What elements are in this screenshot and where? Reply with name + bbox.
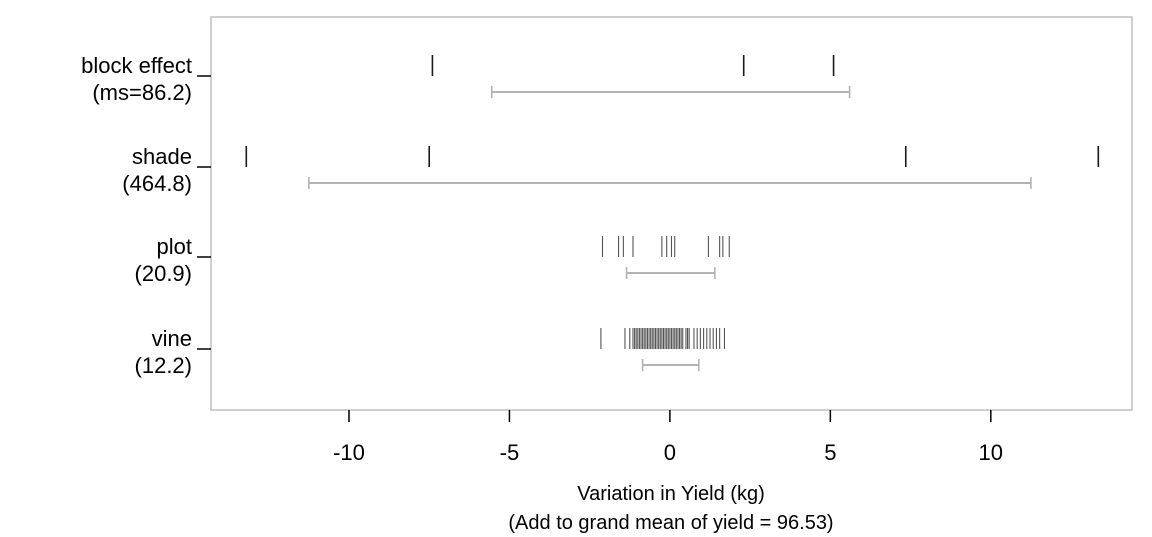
x-tick-label: 10 bbox=[979, 440, 1003, 465]
row-label: shade bbox=[132, 144, 192, 169]
row-label: plot bbox=[157, 234, 192, 259]
x-axis-label: Variation in Yield (kg) bbox=[577, 483, 765, 505]
x-tick-label: -10 bbox=[333, 440, 365, 465]
row-sublabel: (20.9) bbox=[135, 261, 192, 286]
row-1: shade(464.8) bbox=[122, 144, 1100, 196]
row-sublabel: (464.8) bbox=[122, 171, 192, 196]
row-2: plot(20.9) bbox=[135, 234, 730, 286]
x-tick-label: 0 bbox=[664, 440, 676, 465]
x-axis-sublabel: (Add to grand mean of yield = 96.53) bbox=[508, 512, 833, 534]
x-tick-label: 5 bbox=[824, 440, 836, 465]
row-0: block effect(ms=86.2) bbox=[81, 53, 851, 105]
row-3: vine(12.2) bbox=[135, 326, 725, 378]
x-axis: -10 -5 0 5 10 bbox=[333, 410, 1003, 465]
row-label: block effect bbox=[81, 53, 192, 78]
x-tick-label: -5 bbox=[500, 440, 520, 465]
rows-layer: block effect(ms=86.2) shade(464.8) plot(20… bbox=[81, 53, 1100, 378]
row-label: vine bbox=[152, 326, 192, 351]
row-sublabel: (12.2) bbox=[135, 353, 192, 378]
row-sublabel: (ms=86.2) bbox=[92, 80, 192, 105]
plot-frame bbox=[210, 16, 1133, 411]
